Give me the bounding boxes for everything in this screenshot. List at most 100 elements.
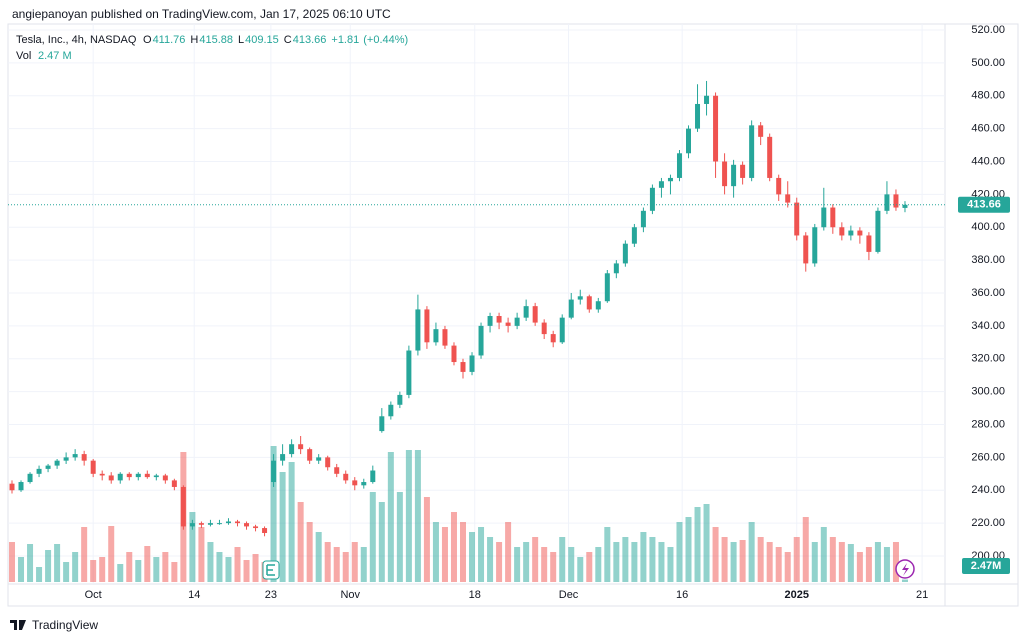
volume-bar — [505, 522, 512, 582]
candle-body — [343, 473, 349, 481]
candle-body — [207, 523, 213, 525]
candles — [9, 80, 908, 537]
candle-body — [271, 460, 277, 483]
volume-bar — [874, 542, 881, 582]
volume-bar — [306, 522, 313, 582]
candle-body — [280, 454, 286, 461]
legend-high-value: 415.88 — [199, 34, 233, 46]
candle-body — [90, 460, 96, 474]
candle-body — [893, 194, 899, 208]
volume-bar — [387, 452, 394, 582]
volume-bar — [270, 446, 277, 582]
candle-body — [225, 521, 231, 524]
candle-body — [289, 444, 295, 455]
axes: 200.00220.00240.00260.00280.00300.00320.… — [8, 24, 1010, 601]
volume-bar — [234, 547, 241, 582]
earnings-marker — [262, 560, 280, 580]
candle-body — [749, 125, 755, 178]
legend-open-value: 411.76 — [153, 34, 186, 46]
candle-body — [541, 322, 547, 335]
legend-vol-label: Vol — [16, 50, 31, 62]
legend-open-label: O — [143, 34, 152, 46]
volume-bar — [478, 527, 485, 582]
y-tick-label: 360.00 — [971, 287, 1005, 299]
volume-bar — [757, 537, 764, 582]
lightning-icon — [902, 563, 909, 576]
volume-bar — [81, 527, 88, 582]
last-price-tag — [958, 196, 1010, 213]
volume-bar — [712, 527, 719, 582]
y-tick-label: 400.00 — [971, 221, 1005, 233]
candle-body — [478, 325, 484, 356]
volume-bar — [72, 552, 79, 582]
volume-bar — [748, 522, 755, 582]
volume-bar — [613, 542, 620, 582]
earnings-icon — [266, 564, 275, 576]
x-tick-label: Oct — [85, 589, 102, 601]
volume-bar — [730, 542, 737, 582]
y-tick-label: 460.00 — [971, 123, 1005, 135]
candle-body — [902, 204, 908, 208]
candle-body — [550, 334, 556, 343]
x-tick-label: 16 — [676, 589, 688, 601]
events-button[interactable] — [895, 559, 915, 579]
candle-body — [839, 227, 845, 236]
candle-body — [830, 207, 836, 228]
volume-bar — [162, 552, 169, 582]
volume-bar — [396, 492, 403, 582]
volume-bar — [369, 492, 376, 582]
candle-body — [658, 181, 664, 188]
volume-bar — [622, 537, 629, 582]
volume-bar — [811, 542, 818, 582]
volume-bar — [856, 552, 863, 582]
volume-bar — [126, 552, 133, 582]
y-tick-label: 520.00 — [971, 24, 1005, 36]
candle-body — [189, 523, 195, 527]
volume-bar — [784, 552, 791, 582]
volume-bar — [829, 537, 836, 582]
candle-body — [785, 194, 791, 203]
candle-body — [415, 309, 421, 351]
legend: Tesla, Inc., 4h, NASDAQ Vol 2.47 M O 411.… — [16, 34, 408, 62]
volume-bar — [793, 537, 800, 582]
volume-bar — [703, 504, 710, 582]
volume-bar — [297, 502, 304, 582]
candle-body — [99, 473, 105, 476]
candle-body — [469, 355, 475, 372]
candle-body — [325, 457, 331, 468]
volume-bar — [18, 557, 25, 582]
last-price-label: 413.66 — [967, 199, 1001, 211]
candle-body — [812, 227, 818, 264]
volume-pane — [9, 446, 908, 582]
candle-body — [487, 316, 493, 326]
candle-body — [388, 404, 394, 417]
candle-body — [875, 210, 881, 252]
volume-bar — [766, 542, 773, 582]
candle-body — [731, 164, 737, 187]
volume-bar — [460, 522, 466, 582]
candle-body — [695, 103, 701, 129]
candle-body — [577, 296, 583, 300]
legend-change: +1.81 — [331, 34, 359, 46]
volume-bar — [739, 540, 746, 582]
volume-tag — [962, 558, 1010, 574]
volume-bar — [496, 542, 503, 582]
volume-bar — [378, 502, 385, 582]
y-tick-label: 240.00 — [971, 484, 1005, 496]
candle-body — [162, 475, 168, 481]
volume-bar — [775, 547, 782, 582]
volume-bar — [99, 557, 106, 582]
candle-body — [532, 306, 538, 323]
candle-body — [171, 480, 177, 487]
volume-bar — [207, 542, 214, 582]
candle-body — [117, 473, 123, 481]
y-tick-label: 340.00 — [971, 320, 1005, 332]
volume-bar — [333, 547, 340, 582]
candle-body — [135, 473, 141, 478]
x-tick-label: Nov — [340, 589, 360, 601]
volume-bar — [243, 560, 250, 582]
candle-body — [352, 480, 358, 486]
volume-bar — [802, 517, 809, 582]
